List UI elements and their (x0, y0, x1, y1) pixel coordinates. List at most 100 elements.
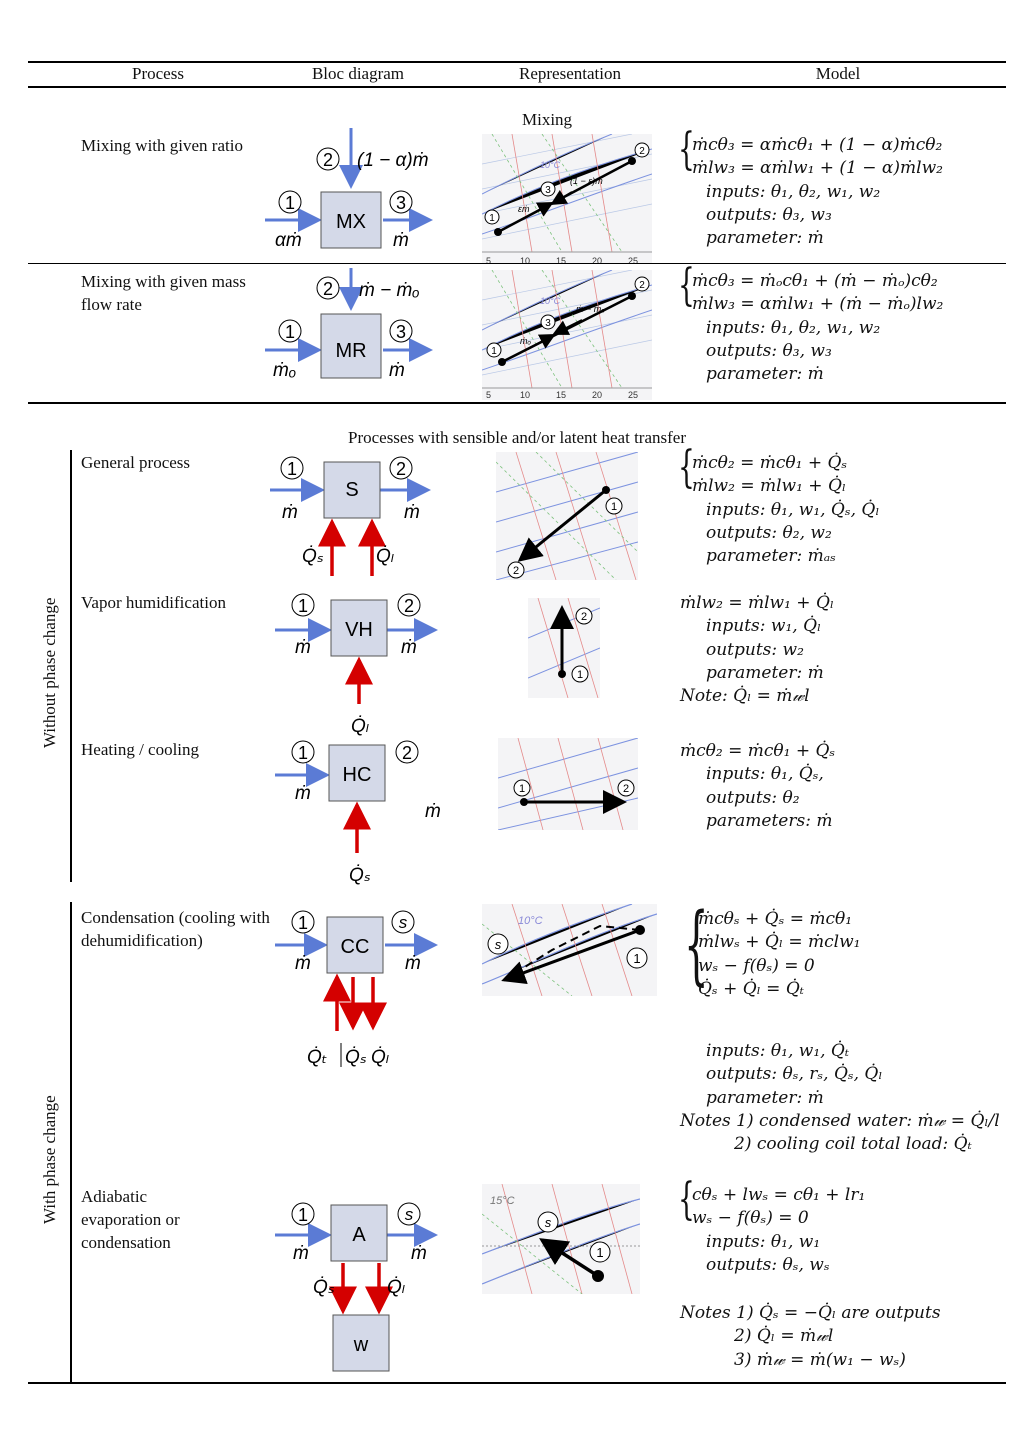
bottom-rule (28, 1382, 1006, 1384)
block-mx-label: MX (336, 211, 366, 233)
block-hc-label: HC (343, 764, 372, 786)
svg-text:20: 20 (592, 390, 602, 400)
process-hc: Heating / cooling (81, 740, 200, 759)
svg-text:10°C: 10°C (518, 915, 543, 927)
svg-text:1: 1 (596, 1245, 603, 1260)
block-diagram-cc: CC 1 s ṁ ṁ Q̇ₜ Q̇ₛ Q̇ₗ (275, 910, 438, 1068)
svg-text:1: 1 (519, 783, 525, 795)
svg-text:s: s (495, 937, 502, 952)
psychro-chart-s: 1 2 (496, 452, 638, 580)
group-line-with (70, 902, 72, 1382)
svg-text:1: 1 (577, 669, 583, 681)
svg-text:Q̇ₛ: Q̇ₛ (345, 1047, 367, 1068)
process-vh: Vapor humidification (81, 593, 226, 612)
model-cc: { ṁcθₛ + Q̇ₛ = ṁcθ₁ ṁlwₛ + Q̇ₗ = ṁclw₁ w… (684, 895, 861, 999)
sensible-title: Processes with sensible and/or latent he… (347, 428, 686, 447)
svg-text:10: 10 (520, 390, 530, 400)
block-a-label: A (352, 1224, 366, 1246)
model-s: { ṁcθ₂ = ṁcθ₁ + Q̇ₛ ṁlw₂ = ṁlw₁ + Q̇ₗ in… (678, 442, 880, 567)
svg-text:Q̇ₗ: Q̇ₗ (371, 1047, 389, 1068)
top-rule (28, 61, 1006, 63)
svg-text:1: 1 (298, 596, 308, 616)
svg-text:(1 − α)ṁ: (1 − α)ṁ (357, 150, 429, 171)
svg-text:ṁ: ṁ (295, 783, 311, 804)
svg-text:3: 3 (396, 193, 406, 213)
svg-text:2: 2 (396, 459, 406, 479)
section-rule (28, 402, 1006, 404)
mixing-title: Mixing (522, 110, 573, 129)
svg-text:αṁ: αṁ (275, 230, 302, 251)
svg-text:2: 2 (402, 743, 412, 763)
svg-text:ṁ: ṁ (411, 1243, 427, 1264)
svg-text:5: 5 (486, 390, 491, 400)
col-representation-header: Representation (519, 64, 621, 83)
svg-text:ṁₒ: ṁₒ (520, 336, 531, 346)
block-cc-label: CC (341, 936, 370, 958)
svg-text:1: 1 (633, 951, 640, 966)
psychro-chart-a: 15°C s 1 (482, 1184, 640, 1294)
block-s-label: S (345, 479, 358, 501)
model-cc-io: inputs: θ₁, w₁, Q̇ₜ outputs: θₛ, rₛ, Q̇ₛ… (680, 1041, 1000, 1155)
svg-text:ṁ: ṁ (293, 1243, 309, 1264)
svg-text:2: 2 (323, 150, 333, 170)
block-diagram-s: S 1 2 ṁ ṁ Q̇ₛ Q̇ₗ (270, 456, 431, 576)
svg-text:1: 1 (611, 501, 617, 513)
svg-text:Q̇ₛ: Q̇ₛ (302, 546, 324, 567)
process-mx: Mixing with given ratio (81, 136, 243, 155)
svg-text:Q̇ₗ: Q̇ₗ (376, 546, 394, 567)
svg-text:ṁₒ: ṁₒ (273, 360, 296, 381)
svg-text:25: 25 (628, 256, 638, 264)
svg-text:ṁ: ṁ (295, 953, 311, 974)
process-cc: Condensation (cooling with dehumidificat… (81, 908, 270, 950)
svg-text:Q̇ₗ: Q̇ₗ (387, 1277, 405, 1298)
svg-text:1: 1 (287, 459, 297, 479)
process-s: General process (81, 453, 191, 472)
svg-text:ṁ: ṁ (389, 360, 405, 381)
model-hc: ṁcθ₂ = ṁcθ₁ + Q̇ₛ inputs: θ₁, Q̇ₛ, outpu… (680, 741, 836, 831)
svg-text:20: 20 (592, 256, 602, 264)
model-vh: ṁlw₂ = ṁlw₁ + Q̇ₗ inputs: w₁, Q̇ₗ output… (680, 593, 835, 707)
model-a-notes: Notes 1) Q̇ₛ = −Q̇ₗ are outputs 2) Q̇ₗ =… (680, 1303, 941, 1370)
svg-text:Q̇ₛ: Q̇ₛ (313, 1277, 335, 1298)
block-diagram-mx: MX 2 1 3 (1 − α)ṁ αṁ ṁ (265, 128, 433, 251)
svg-text:1: 1 (298, 1205, 308, 1225)
model-mr: { ṁcθ₃ = ṁₒcθ₁ + (ṁ − ṁₒ)cθ₂ ṁlw₃ = αṁlw… (678, 260, 944, 385)
svg-text:10°C: 10°C (540, 160, 561, 170)
svg-text:2: 2 (639, 146, 645, 157)
svg-text:1: 1 (491, 346, 497, 357)
svg-text:ṁ − ṁₒ: ṁ − ṁₒ (359, 280, 420, 301)
model-mx: { ṁcθ₃ = αṁcθ₁ + (1 − α)ṁcθ₂ ṁlw₃ = αṁlw… (678, 124, 943, 249)
group-label-without: Without phase change (40, 597, 59, 748)
svg-text:2: 2 (513, 565, 519, 577)
block-diagram-mr: MR 2 1 3 ṁ − ṁₒ ṁₒ ṁ (265, 268, 433, 381)
svg-text:1: 1 (489, 213, 495, 224)
svg-text:1: 1 (285, 322, 295, 342)
svg-text:3: 3 (396, 322, 406, 342)
model-a: { cθₛ + lwₛ = cθ₁ + lr₁ wₛ − f(θₛ) = 0 i… (678, 1174, 866, 1275)
svg-text:ṁ: ṁ (393, 230, 409, 251)
svg-text:ṁ: ṁ (425, 801, 441, 822)
process-mr: Mixing with given mass flow rate (81, 272, 246, 314)
svg-text:2: 2 (404, 596, 414, 616)
process-a: Adiabatic evaporation or condensation (81, 1187, 180, 1252)
col-model-header: Model (815, 64, 861, 83)
block-diagram-a: A 1 s ṁ ṁ Q̇ₛ Q̇ₗ w (275, 1202, 438, 1372)
block-w-label: w (353, 1334, 369, 1356)
col-process-header: Process (132, 64, 184, 83)
svg-text:2: 2 (639, 280, 645, 291)
svg-text:1: 1 (298, 743, 308, 763)
svg-text:ṁ: ṁ (401, 637, 417, 658)
svg-text:25: 25 (628, 390, 638, 400)
svg-text:s: s (545, 1215, 552, 1230)
svg-text:(1 − ε)ṁ: (1 − ε)ṁ (570, 176, 603, 186)
svg-text:2: 2 (623, 783, 629, 795)
svg-text:1: 1 (298, 913, 308, 933)
svg-text:Q̇ₛ: Q̇ₛ (349, 865, 371, 886)
block-mr-label: MR (335, 340, 366, 362)
svg-text:3: 3 (545, 318, 551, 329)
block-diagram-hc: HC 1 2 ṁ ṁ Q̇ₛ (275, 740, 441, 886)
svg-text:2: 2 (581, 611, 587, 623)
row-rule-mx (28, 263, 1006, 264)
svg-text:15: 15 (556, 256, 566, 264)
svg-text:2: 2 (323, 279, 333, 299)
